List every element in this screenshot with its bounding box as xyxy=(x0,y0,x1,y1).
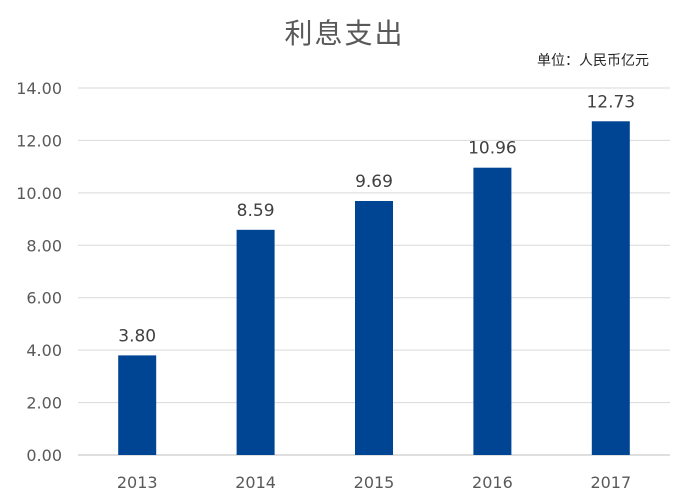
y-axis-ticks: 0.00 2.00 4.00 6.00 8.00 10.00 12.00 14.00 xyxy=(16,79,62,465)
data-label: 10.96 xyxy=(468,139,517,159)
x-tick-label: 2014 xyxy=(235,473,276,492)
y-tick-label: 12.00 xyxy=(16,131,62,150)
chart-title: 利息支出 xyxy=(284,17,405,50)
x-tick-label: 2013 xyxy=(117,473,158,492)
y-tick-label: 6.00 xyxy=(26,289,62,308)
data-label: 8.59 xyxy=(237,201,275,221)
y-tick-label: 14.00 xyxy=(16,79,62,98)
bar-2015 xyxy=(355,200,393,455)
data-labels: 3.80 8.59 9.69 10.96 12.73 xyxy=(118,92,635,346)
x-tick-label: 2017 xyxy=(590,473,631,492)
y-tick-label: 10.00 xyxy=(16,184,62,203)
y-tick-label: 0.00 xyxy=(26,446,62,465)
x-tick-label: 2016 xyxy=(472,473,513,492)
x-tick-label: 2015 xyxy=(354,473,395,492)
bar-2016 xyxy=(473,167,512,456)
bars xyxy=(118,121,630,456)
y-tick-label: 4.00 xyxy=(26,341,62,360)
y-tick-label: 2.00 xyxy=(26,394,62,413)
bar-2013 xyxy=(118,355,157,455)
bar-2017 xyxy=(591,121,630,455)
bar-2014 xyxy=(236,229,275,455)
data-label: 3.80 xyxy=(118,326,156,346)
data-label: 12.73 xyxy=(586,92,635,112)
x-axis-ticks: 2013 2014 2015 2016 2017 xyxy=(117,473,631,492)
y-tick-label: 8.00 xyxy=(26,236,62,255)
unit-label: 单位：人民币亿元 xyxy=(537,53,649,69)
data-label: 9.69 xyxy=(355,172,393,192)
